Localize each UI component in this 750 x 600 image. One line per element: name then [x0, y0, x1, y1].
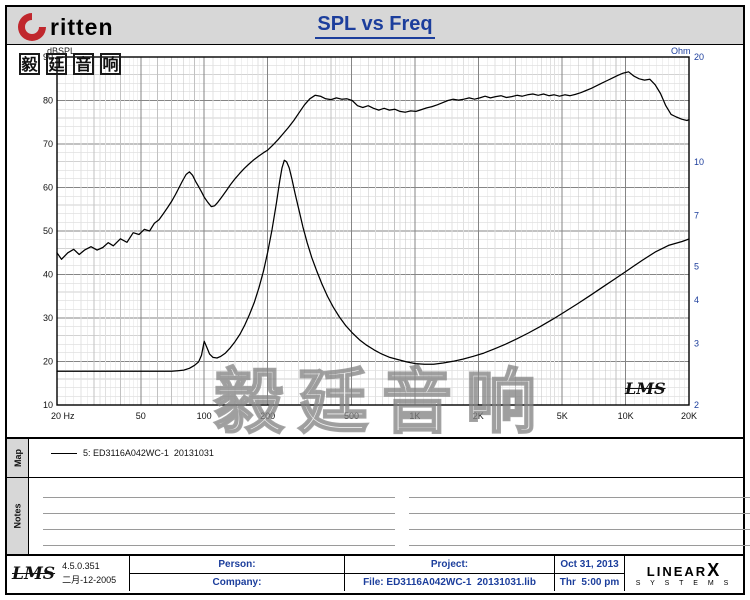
project-label: Project:	[345, 556, 554, 574]
svg-text:10K: 10K	[618, 411, 634, 421]
header-bar: SPL vs Freq ritten	[7, 7, 743, 45]
page-title: SPL vs Freq	[315, 13, 435, 39]
stamp-char: 音	[73, 53, 94, 75]
notes-lines-right	[409, 482, 750, 546]
company-label: Company:	[212, 577, 262, 588]
brand-text: ritten	[50, 13, 114, 40]
svg-text:200: 200	[260, 411, 275, 421]
notes-content	[29, 478, 750, 554]
chart-area: dBSPL Ohm 90 80 70 60 50 40 30 20 10 20 10 7 5 4 3 2 20 …	[7, 45, 743, 437]
note-line	[43, 530, 395, 546]
svg-text:20: 20	[694, 52, 704, 62]
svg-text:30: 30	[43, 313, 53, 323]
report-frame: SPL vs Freq ritten 毅 廷 音 响 dBSPL Ohm 90 8…	[5, 5, 750, 595]
stamp-char: 毅	[19, 53, 40, 75]
svg-text:2K: 2K	[473, 411, 484, 421]
version-block: 4.5.0.351 二月-12-2005	[62, 560, 116, 586]
svg-text:7: 7	[694, 211, 699, 221]
svg-text:20K: 20K	[681, 411, 697, 421]
stamp-char: 响	[100, 53, 121, 75]
map-row: Map 5: ED3116A042WC-1 20131031	[7, 437, 743, 477]
svg-text:70: 70	[43, 139, 53, 149]
y-left-unit-label: dBSPL	[47, 46, 76, 56]
svg-text:10: 10	[43, 400, 53, 410]
svg-text:10: 10	[694, 157, 704, 167]
svg-text:80: 80	[43, 96, 53, 106]
note-line	[409, 514, 750, 530]
note-line	[43, 482, 395, 498]
legend-item: 5: ED3116A042WC-1 20131031	[51, 448, 214, 458]
notes-lines-left	[43, 482, 395, 546]
version-date: 二月-12-2005	[62, 574, 117, 585]
svg-text:500: 500	[344, 411, 359, 421]
svg-text:5: 5	[694, 262, 699, 272]
date-label: Oct 31, 2013	[555, 556, 624, 574]
svg-text:4: 4	[694, 295, 699, 305]
map-content: 5: ED3116A042WC-1 20131031	[29, 439, 743, 477]
note-line	[43, 514, 395, 530]
footer-bar: LMS 4.5.0.351 二月-12-2005 Person: Company…	[7, 554, 743, 591]
linearx-systems-text: S Y S T E M S	[635, 579, 733, 587]
footer-cell-project: Project: File: ED3116A042WC-1 20131031.l…	[345, 556, 555, 591]
linearx-x: X	[707, 559, 722, 580]
legend-line-swatch	[51, 452, 77, 454]
svg-text:1K: 1K	[409, 411, 420, 421]
linearx-text: LINEAR	[646, 563, 708, 579]
stamp-char: 廷	[46, 53, 67, 75]
file-label: File: ED3116A042WC-1 20131031.lib	[363, 577, 536, 588]
footer-cell-person: Person: Company:	[130, 556, 345, 591]
notes-sidebar: Notes	[7, 478, 29, 554]
footer-cell-version: LMS 4.5.0.351 二月-12-2005	[7, 556, 130, 591]
svg-text:50: 50	[136, 411, 146, 421]
y-right-unit-label: Ohm	[671, 46, 691, 56]
person-label: Person:	[130, 556, 344, 574]
title-wrap: SPL vs Freq	[7, 7, 743, 45]
notes-row: Notes	[7, 477, 750, 554]
legend-text: 5: ED3116A042WC-1 20131031	[83, 448, 214, 458]
time-label: Thr 5:00 pm	[559, 577, 620, 588]
svg-text:40: 40	[43, 270, 53, 280]
svg-text:50: 50	[43, 226, 53, 236]
note-line	[409, 482, 750, 498]
note-line	[43, 498, 395, 514]
lms-signature-mark: LMS	[625, 379, 666, 398]
impedance-curve	[56, 159, 690, 372]
svg-text:60: 60	[43, 183, 53, 193]
svg-text:5K: 5K	[557, 411, 568, 421]
map-sidebar: Map	[7, 439, 29, 477]
svg-text:20: 20	[43, 357, 53, 367]
version-number: 4.5.0.351	[62, 561, 100, 572]
note-line	[409, 530, 750, 546]
footer-cell-brand: LINEARX S Y S T E M S	[625, 556, 743, 591]
note-line	[409, 498, 750, 514]
svg-text:2: 2	[694, 400, 699, 410]
lms-logo: LMS	[12, 563, 56, 584]
footer-cell-datetime: Oct 31, 2013 Thr 5:00 pm	[555, 556, 625, 591]
map-label: Map	[12, 449, 23, 467]
svg-text:20 Hz: 20 Hz	[51, 411, 75, 421]
svg-text:3: 3	[694, 339, 699, 349]
svg-text:100: 100	[197, 411, 212, 421]
linearx-logo: LINEARX	[647, 561, 721, 579]
brand-swirl-icon	[18, 13, 46, 41]
notes-label: Notes	[12, 503, 23, 529]
brand-logo: ritten	[15, 10, 114, 44]
spl-curve	[56, 71, 690, 260]
company-stamp: 毅 廷 音 响	[19, 53, 121, 75]
